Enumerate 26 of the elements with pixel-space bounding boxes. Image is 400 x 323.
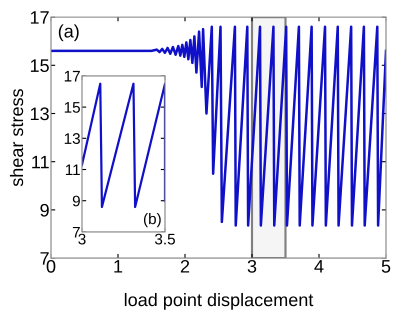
- x-tick-label: 4: [314, 260, 324, 273]
- annotation: (a): [58, 24, 79, 42]
- y-tick-label: 9: [40, 204, 49, 217]
- x-tick-label: 3: [248, 260, 256, 273]
- x-tick-label: 5: [382, 260, 390, 273]
- y-tick-label: 17: [64, 70, 80, 82]
- x-tick-label: 1: [114, 260, 122, 273]
- x-axis-title: load point displacement: [124, 292, 314, 310]
- y-tick-label: 7: [72, 226, 80, 238]
- y-tick-label: 9: [72, 196, 80, 206]
- y-axis-title: shear stress: [10, 89, 24, 186]
- y-tick-label: 7: [40, 252, 49, 265]
- annotation: (b): [144, 212, 161, 228]
- y-tick-label: 13: [30, 107, 49, 120]
- line-series: [82, 82, 165, 208]
- y-tick-label: 17: [30, 11, 49, 24]
- y-tick-label: 15: [64, 102, 80, 113]
- y-tick-label: 15: [30, 59, 49, 72]
- x-tick-label: 3.5: [154, 234, 175, 245]
- y-tick-label: 11: [66, 164, 80, 176]
- line-series: [51, 26, 386, 227]
- y-tick-label: 13: [64, 133, 80, 144]
- y-tick-label: 11: [32, 156, 49, 168]
- x-tick-label: 0: [46, 260, 56, 273]
- x-tick-label: 3: [78, 234, 86, 245]
- x-tick-label: 2: [180, 260, 190, 273]
